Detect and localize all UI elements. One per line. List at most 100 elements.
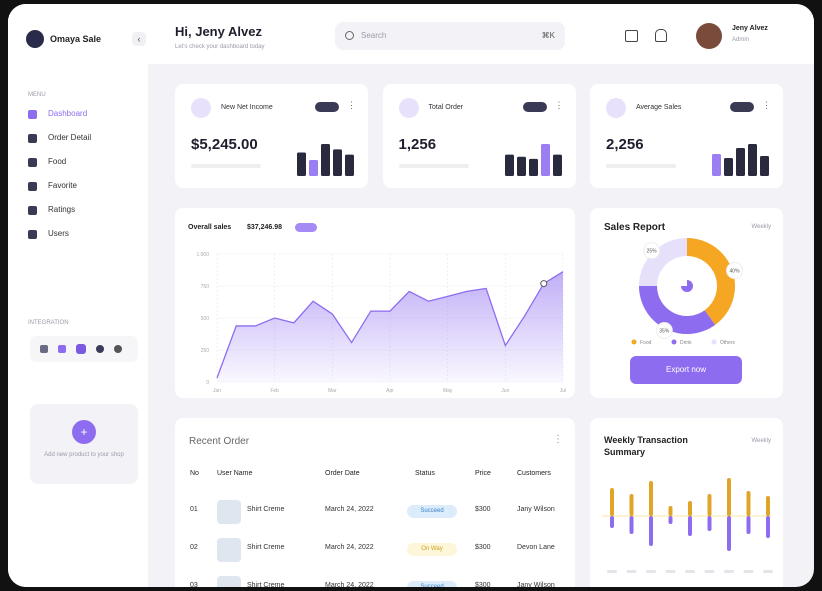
stat-bar: [748, 144, 757, 176]
menu-item[interactable]: Favorite: [48, 181, 77, 190]
menu-item[interactable]: Users: [48, 229, 69, 238]
user-role: Admin: [732, 37, 750, 43]
recent-order-card: Recent Order ⋮ No User Name Order Date Stat…: [175, 418, 575, 587]
column-header: No: [190, 470, 199, 477]
stat-more[interactable]: ⋮: [347, 100, 356, 110]
weekly-dropdown[interactable]: Weekly: [751, 438, 771, 444]
x-tick-label: Jun: [501, 388, 509, 394]
point: [540, 280, 548, 288]
bar: [746, 491, 751, 516]
x-tick-label: Jul: [560, 388, 566, 394]
status-pill: Succeed: [407, 505, 457, 518]
stat-toggle: [730, 102, 754, 112]
stat-bar: [345, 154, 354, 176]
period-dropdown[interactable]: Weekly: [751, 224, 771, 230]
y-tick-label: 0: [206, 380, 209, 386]
y-tick-label: 1,000: [196, 252, 209, 258]
status-pill: On Way: [407, 543, 457, 556]
more-button[interactable]: ⋮: [553, 434, 563, 445]
search-placeholder: Search: [361, 31, 387, 40]
bar: [649, 481, 653, 516]
stat-bar: [504, 154, 514, 176]
label-bubble: [655, 322, 673, 340]
overall-total: $37,246.98: [247, 224, 283, 231]
legend-label: Drink: [680, 340, 692, 346]
cell: Shirt Creme: [247, 544, 285, 551]
brand: Omaya Sale: [50, 34, 102, 44]
brand-logo: [26, 30, 44, 48]
export-button[interactable]: Export now: [630, 356, 742, 384]
promo-text: Add new product to your shop: [44, 452, 124, 458]
message-icon[interactable]: [625, 30, 638, 42]
bar: [649, 516, 653, 546]
menu-item[interactable]: Ratings: [48, 205, 76, 214]
overall-card: Overall sales $37,246.98 0 250 500 750 1,000…: [175, 208, 575, 398]
notification-icon[interactable]: [655, 29, 667, 42]
value-label: 40%: [730, 269, 741, 275]
stat-bar: [309, 160, 318, 176]
stat-bar: [724, 158, 733, 176]
stat-icon: [398, 98, 419, 118]
bar: [688, 501, 692, 516]
line: [216, 271, 564, 379]
menu-icon: [28, 134, 37, 143]
y-tick-label: 750: [201, 284, 210, 290]
x-tick-label: Feb: [270, 388, 279, 394]
promo-card: + Add new product to your shop: [30, 404, 138, 484]
x-label-placeholder: [724, 570, 734, 573]
stat-icon: [191, 98, 211, 118]
bar: [707, 516, 712, 531]
stat-more[interactable]: ⋮: [554, 100, 564, 110]
x-label-placeholder: [607, 570, 617, 573]
cell: Shirt Creme: [247, 582, 285, 587]
stat-icon: [606, 98, 626, 118]
donut-segment: [639, 286, 716, 334]
search-box[interactable]: Search ⌘K: [335, 22, 565, 50]
product-thumb: [217, 576, 241, 587]
cell: Devon Lane: [517, 544, 555, 551]
legend-label: Food: [640, 340, 652, 346]
sidebar: Omaya Sale ‹ MENU Dashboard Order Detail F…: [8, 4, 148, 587]
menu-icon: [28, 206, 37, 215]
legend-swatch: [671, 339, 677, 345]
stat-more[interactable]: ⋮: [762, 100, 771, 110]
bar: [610, 516, 614, 528]
area: [217, 271, 563, 382]
stat-title: New Net Income: [221, 104, 273, 111]
bar: [629, 516, 634, 534]
stat-bar: [736, 148, 745, 176]
user-name: Jeny Alvez: [732, 25, 768, 32]
bar: [766, 496, 770, 516]
greeting: Hi, Jeny Alvez: [175, 24, 262, 39]
bar: [766, 516, 770, 538]
legend-label: Others: [720, 340, 736, 346]
menu-item[interactable]: Food: [48, 157, 67, 166]
avatar[interactable]: [696, 23, 722, 49]
stat-bar: [516, 156, 526, 176]
collapse-button[interactable]: ‹: [132, 32, 146, 46]
x-label-placeholder: [685, 570, 695, 573]
column-header: Price: [475, 470, 491, 477]
stat-bar: [321, 144, 330, 176]
stat-value: $5,245.00: [191, 136, 258, 153]
stat-title: Total Order: [428, 104, 464, 111]
weekly-title: Weekly Transaction Summary: [604, 435, 688, 457]
donut-segment: [639, 238, 687, 286]
cell: 02: [190, 544, 198, 551]
menu-icon: [28, 230, 37, 239]
cell: Jany Wilson: [517, 582, 555, 587]
stat-bar: [760, 156, 769, 176]
menu-label: MENU: [28, 92, 46, 98]
cell: 03: [190, 582, 198, 587]
x-label-placeholder: [665, 570, 676, 573]
stat-title: Average Sales: [636, 104, 682, 111]
recent-order-title: Recent Order: [189, 436, 250, 447]
menu-item[interactable]: Dashboard: [48, 109, 88, 118]
menu-item[interactable]: Order Detail: [48, 133, 92, 142]
add-button[interactable]: +: [72, 420, 96, 444]
screen: Omaya Sale ‹ MENU Dashboard Order Detail F…: [8, 4, 814, 587]
status-pill: Succeed: [407, 581, 457, 587]
stat-bars: [297, 144, 354, 176]
weekly-card: Weekly Transaction Summary Weekly: [590, 418, 783, 587]
